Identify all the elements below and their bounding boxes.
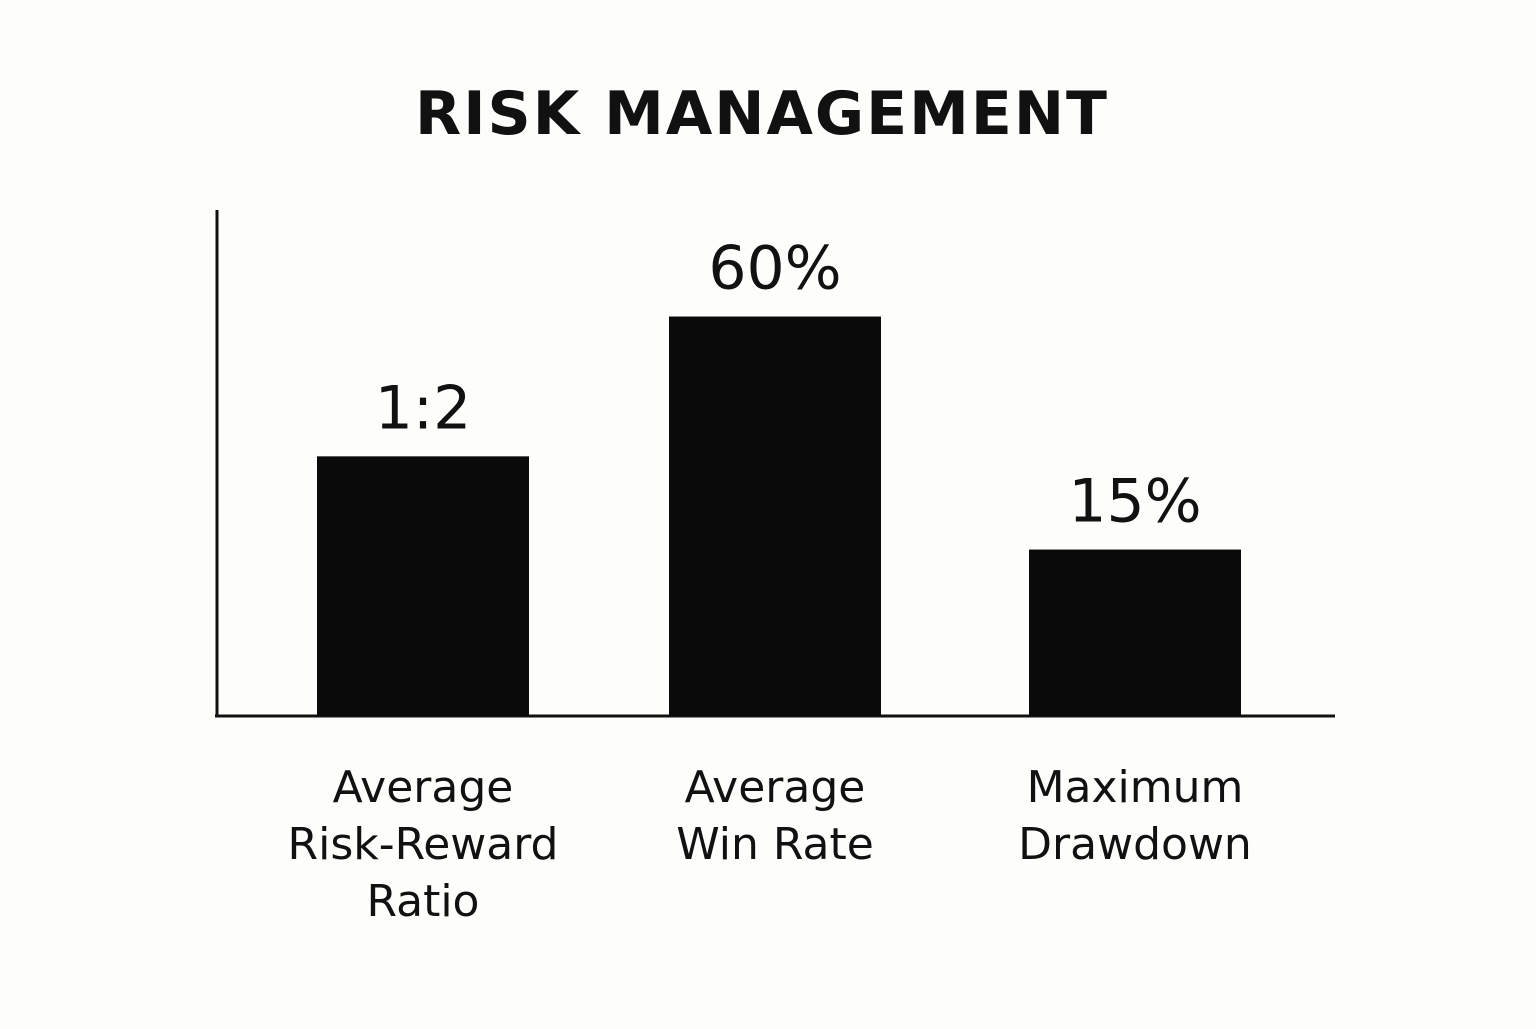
- category-label-line: Average: [685, 762, 866, 813]
- value-labels-group: 1:2 60% 15%: [375, 234, 1202, 537]
- bar-3: [1029, 549, 1241, 716]
- value-label-3: 15%: [1068, 467, 1201, 537]
- category-label-line: Drawdown: [1018, 819, 1252, 870]
- value-label-2: 60%: [708, 234, 841, 304]
- bar-2: [669, 316, 881, 716]
- category-label-2: Average Win Rate: [676, 762, 874, 870]
- category-label-line: Risk-Reward: [288, 819, 559, 870]
- category-label-line: Ratio: [367, 876, 480, 927]
- category-label-1: Average Risk-Reward Ratio: [288, 762, 559, 927]
- category-label-line: Average: [333, 762, 514, 813]
- bars-group: [317, 316, 1241, 716]
- chart-title: RISK MANAGEMENT: [415, 79, 1109, 149]
- bar-1: [317, 456, 529, 716]
- category-label-3: Maximum Drawdown: [1018, 762, 1252, 870]
- category-label-line: Win Rate: [676, 819, 874, 870]
- category-labels-group: Average Risk-Reward Ratio Average Win Rate Ma…: [288, 762, 1252, 927]
- value-label-1: 1:2: [375, 373, 472, 443]
- category-label-line: Maximum: [1027, 762, 1244, 813]
